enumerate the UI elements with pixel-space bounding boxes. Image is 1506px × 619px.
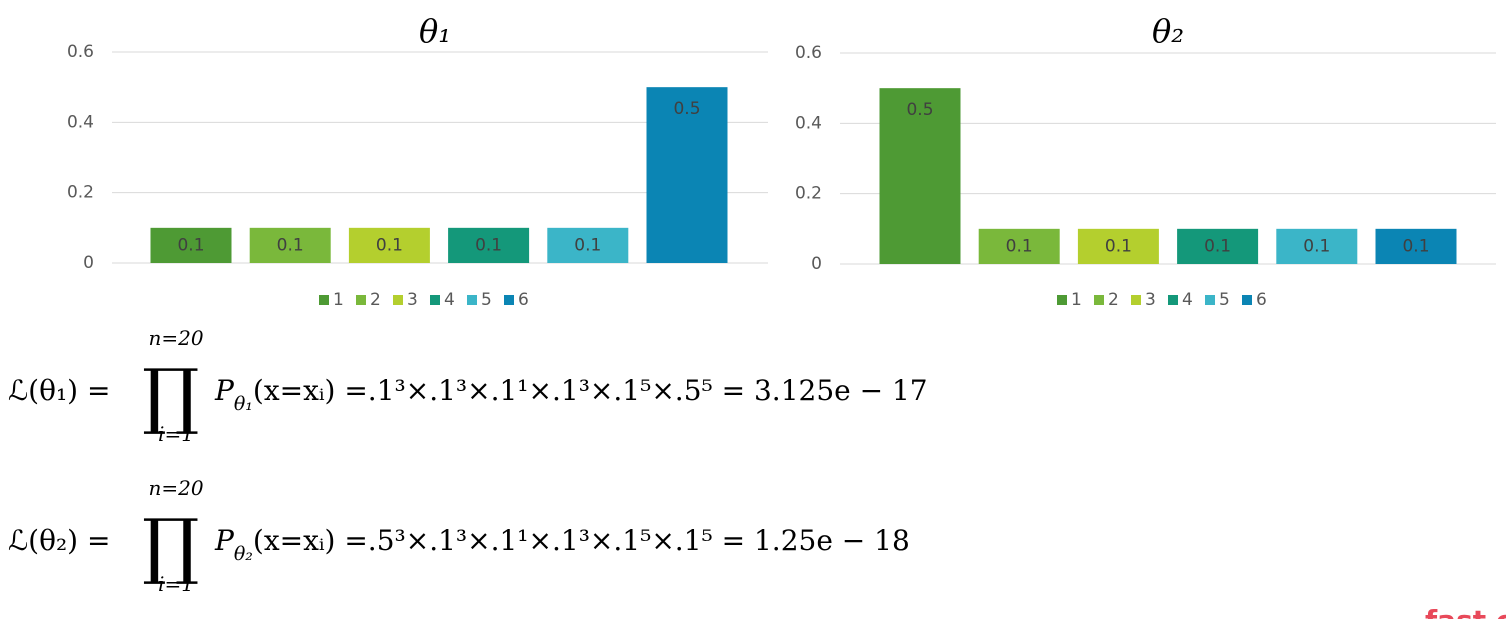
- data-label: 0.1: [574, 235, 601, 255]
- legend-label: 3: [1145, 290, 1156, 310]
- bar: [1177, 228, 1259, 264]
- data-label: 0.1: [1204, 236, 1231, 256]
- p-subscript: θ₂: [234, 543, 253, 565]
- legend-swatch: [1057, 295, 1067, 305]
- data-label: 0.1: [1303, 236, 1330, 256]
- data-label: 0.1: [1402, 236, 1429, 256]
- legend-label: 1: [333, 290, 344, 310]
- formula-lhs: ℒ(θ₁) =: [8, 374, 110, 407]
- chart-title: θ₂: [1152, 12, 1184, 50]
- bar: [978, 228, 1060, 264]
- chart-title: θ₁: [419, 12, 451, 50]
- data-label: 0.1: [376, 235, 403, 255]
- legend-swatch: [356, 295, 366, 305]
- legend-label: 5: [1219, 290, 1230, 310]
- legend-swatch: [319, 295, 329, 305]
- legend-label: 2: [370, 290, 381, 310]
- formula-lhs: ℒ(θ₂) =: [8, 524, 110, 557]
- legend-label: 6: [518, 290, 529, 310]
- logo: fast c: [1425, 604, 1506, 619]
- formula-2: ℒ(θ₂) = ∏ n=20 i=1 Pθ₂(x=xᵢ) =.5³×.1³×.1…: [8, 476, 910, 596]
- y-tick-label: 0.4: [67, 112, 94, 132]
- formula-body: (x=xᵢ) =.1³×.1³×.1¹×.1³×.1⁵×.5⁵ = 3.125e…: [253, 374, 928, 407]
- upper-limit: n=20: [148, 476, 203, 500]
- legend-swatch: [1168, 295, 1178, 305]
- legend-swatch: [467, 295, 477, 305]
- y-tick-label: 0.6: [795, 43, 822, 63]
- y-tick-label: 0: [83, 253, 94, 273]
- legend-label: 1: [1071, 290, 1082, 310]
- upper-limit: n=20: [148, 326, 203, 350]
- bar: [448, 227, 530, 263]
- bar: [1276, 228, 1358, 264]
- p-symbol: P: [214, 524, 235, 557]
- y-tick-label: 0.2: [67, 183, 94, 203]
- lower-limit: i=1: [158, 572, 194, 596]
- data-label: 0.1: [1105, 236, 1132, 256]
- chart: θ₁ 0 0.2 0.4 0.6 0.1 0.1 0.1 0.1 0.1 0.5 1 2 3 4 5 6: [67, 12, 768, 310]
- data-label: 0.1: [1006, 236, 1033, 256]
- bar: [1375, 228, 1457, 264]
- legend-label: 4: [1182, 290, 1193, 310]
- data-label: 0.5: [673, 99, 700, 119]
- legend-label: 4: [444, 290, 455, 310]
- legend-label: 3: [407, 290, 418, 310]
- formula-rhs: Pθ₁(x=xᵢ) =.1³×.1³×.1¹×.1³×.1⁵×.5⁵ = 3.1…: [214, 374, 928, 415]
- bar: [249, 227, 331, 263]
- bar: [547, 227, 629, 263]
- data-label: 0.1: [277, 235, 304, 255]
- data-label: 0.1: [177, 235, 204, 255]
- data-label: 0.5: [906, 100, 933, 120]
- formula-body: (x=xᵢ) =.5³×.1³×.1¹×.1³×.1⁵×.1⁵ = 1.25e …: [253, 524, 910, 557]
- bar: [646, 87, 728, 264]
- p-subscript: θ₁: [234, 393, 253, 415]
- legend-swatch: [430, 295, 440, 305]
- bar: [150, 227, 232, 263]
- legend-label: 2: [1108, 290, 1119, 310]
- lower-limit: i=1: [158, 422, 194, 446]
- y-tick-label: 0.4: [795, 113, 822, 133]
- formula-1: ℒ(θ₁) = ∏ n=20 i=1 Pθ₁(x=xᵢ) =.1³×.1³×.1…: [8, 326, 928, 446]
- legend-swatch: [1094, 295, 1104, 305]
- legend-swatch: [393, 295, 403, 305]
- y-tick-label: 0: [811, 254, 822, 274]
- p-symbol: P: [214, 374, 235, 407]
- bar: [348, 227, 430, 263]
- formula-rhs: Pθ₂(x=xᵢ) =.5³×.1³×.1¹×.1³×.1⁵×.1⁵ = 1.2…: [214, 524, 910, 565]
- data-label: 0.1: [475, 235, 502, 255]
- legend-swatch: [1205, 295, 1215, 305]
- legend-swatch: [1131, 295, 1141, 305]
- y-tick-label: 0.2: [795, 184, 822, 204]
- bar: [879, 88, 961, 265]
- y-tick-label: 0.6: [67, 42, 94, 62]
- product-symbol: ∏: [142, 503, 199, 587]
- chart: θ₂ 0 0.2 0.4 0.6 0.5 0.1 0.1 0.1 0.1 0.1 1 2 3 4 5 6: [795, 12, 1496, 310]
- product-symbol: ∏: [142, 353, 199, 437]
- bar: [1077, 228, 1159, 264]
- legend-swatch: [504, 295, 514, 305]
- legend-swatch: [1242, 295, 1252, 305]
- legend-label: 5: [481, 290, 492, 310]
- legend-label: 6: [1256, 290, 1267, 310]
